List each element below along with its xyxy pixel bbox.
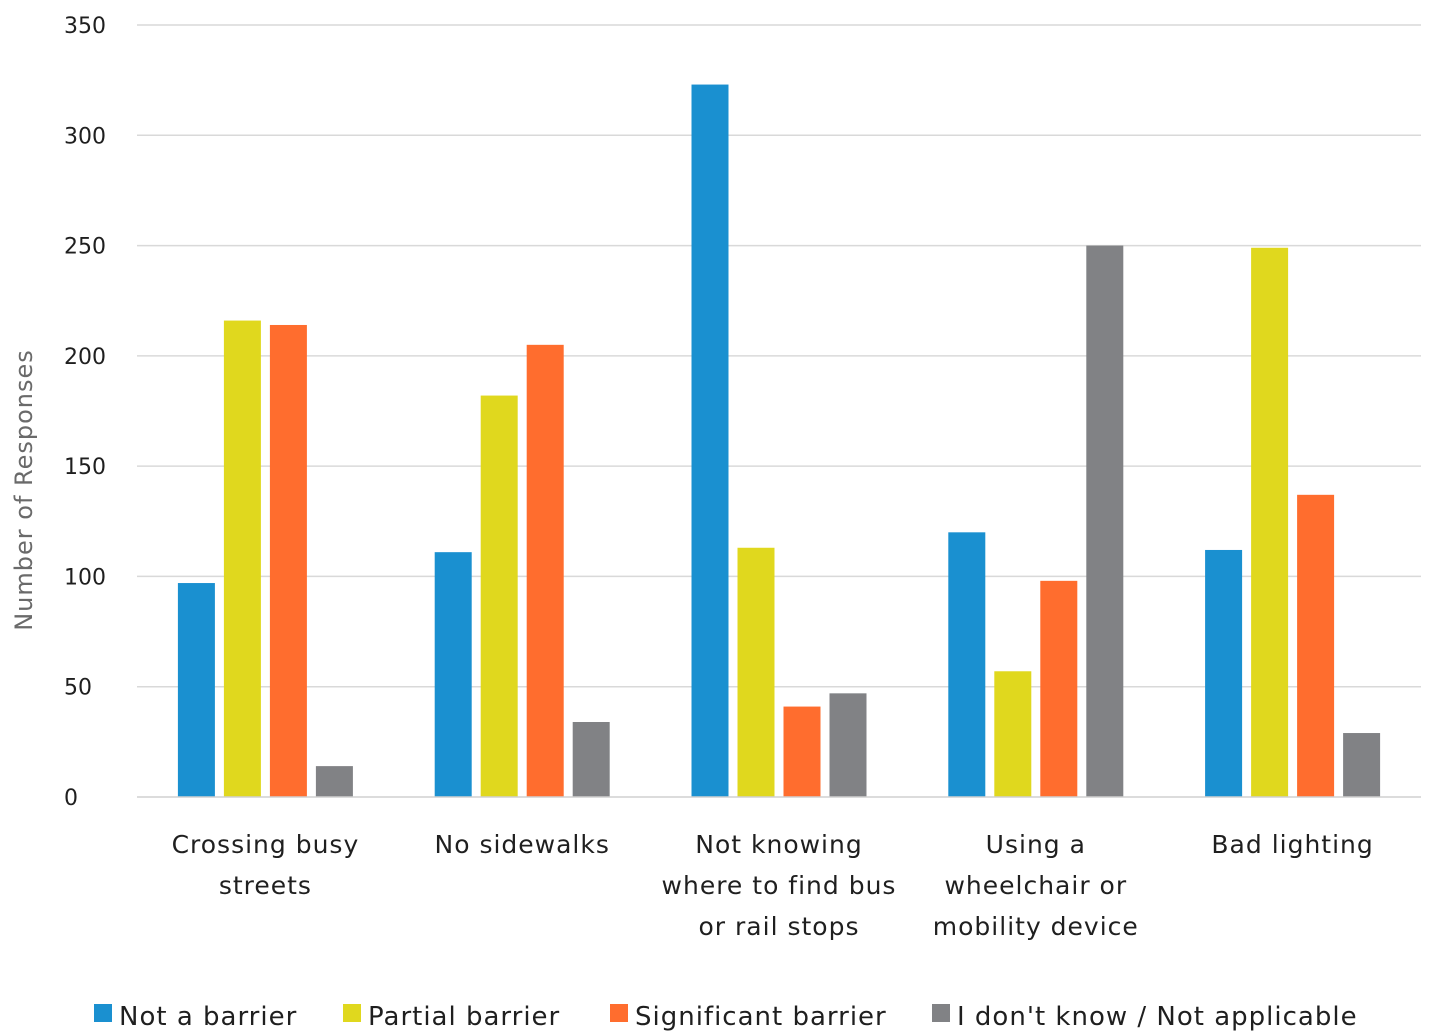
- y-axis-title: Number of Responses: [10, 349, 38, 631]
- legend-label: I don't know / Not applicable: [957, 1002, 1358, 1032]
- legend-swatch: [343, 1004, 361, 1022]
- gridlines: [137, 24, 1421, 688]
- x-category-label-line: Not knowing: [695, 830, 862, 859]
- bar: [948, 532, 986, 797]
- bar: [315, 766, 353, 797]
- bar: [1205, 549, 1243, 797]
- x-category-label-line: where to find bus: [662, 871, 897, 900]
- bar: [1086, 245, 1124, 798]
- bar: [691, 84, 729, 798]
- x-category-label-line: or rail stops: [699, 912, 860, 941]
- x-category-label: No sidewalks: [435, 830, 610, 859]
- bar: [994, 671, 1032, 797]
- y-axis-ticks: 0 50 100 150 200 250 300 350: [64, 14, 106, 811]
- x-category-label: Not knowing where to find bus or rail stop…: [662, 830, 897, 941]
- y-tick-label: 250: [64, 235, 106, 260]
- x-category-label-line: streets: [219, 871, 312, 900]
- legend: Not a barrier Partial barrier Significant …: [94, 1002, 1358, 1032]
- bar: [572, 722, 610, 797]
- legend-swatch: [610, 1004, 628, 1022]
- bar: [737, 547, 775, 797]
- x-category-label: Using a wheelchair or mobility device: [933, 830, 1139, 941]
- bar: [177, 583, 215, 797]
- y-tick-label: 300: [64, 124, 106, 149]
- x-category-label: Crossing busy streets: [172, 830, 360, 900]
- bar: [783, 706, 821, 797]
- y-tick-label: 50: [64, 676, 92, 701]
- y-tick-label: 200: [64, 345, 106, 370]
- x-category-label-line: mobility device: [933, 912, 1139, 941]
- legend-swatch: [94, 1004, 112, 1022]
- bar: [1343, 733, 1381, 797]
- bar: [434, 552, 472, 797]
- x-category-label-line: Using a: [986, 830, 1086, 859]
- x-category-label-line: wheelchair or: [944, 871, 1127, 900]
- y-tick-label: 100: [64, 565, 106, 590]
- legend-label: Not a barrier: [119, 1002, 297, 1032]
- bars: [177, 84, 1381, 798]
- x-category-label-line: Crossing busy: [172, 830, 360, 859]
- y-tick-label: 0: [64, 786, 78, 811]
- bar: [1040, 580, 1078, 797]
- bar: [480, 395, 518, 797]
- x-category-label: Bad lighting: [1211, 830, 1373, 859]
- bar: [526, 344, 564, 797]
- bar: [829, 693, 867, 797]
- bar: [269, 324, 307, 797]
- bar: [1251, 247, 1289, 797]
- x-category-label-line: Bad lighting: [1211, 830, 1373, 859]
- legend-swatch: [932, 1004, 950, 1022]
- y-tick-label: 350: [64, 14, 106, 39]
- legend-label: Partial barrier: [368, 1002, 560, 1032]
- bar: [223, 320, 261, 797]
- y-tick-label: 150: [64, 455, 106, 480]
- legend-label: Significant barrier: [635, 1002, 887, 1032]
- bar: [1297, 494, 1335, 797]
- x-category-label-line: No sidewalks: [435, 830, 610, 859]
- x-axis-category-labels: Crossing busy streets No sidewalks Not know…: [172, 830, 1373, 941]
